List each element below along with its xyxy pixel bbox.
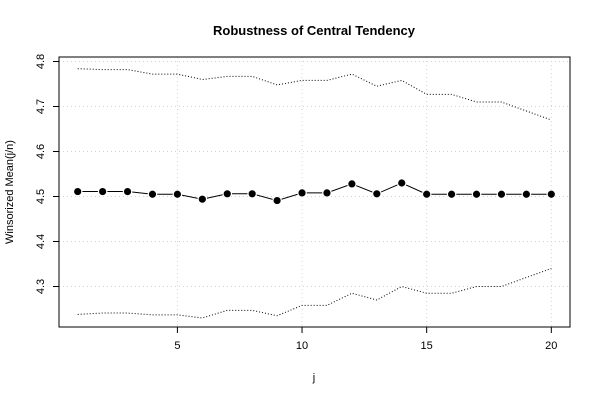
data-point (421, 189, 432, 200)
data-point (147, 189, 158, 200)
y-tick-label: 4.8 (35, 54, 47, 69)
data-point (172, 189, 183, 200)
x-tick-label: 10 (296, 340, 308, 352)
series-layer (72, 68, 557, 319)
chart-title: Robustness of Central Tendency (213, 23, 416, 38)
data-point (322, 188, 332, 198)
data-point (272, 195, 282, 206)
y-tick-label: 4.6 (35, 144, 47, 159)
data-point (496, 189, 507, 200)
data-point (471, 189, 482, 200)
y-tick-label: 4.4 (35, 234, 47, 249)
x-axis-label: j (312, 372, 315, 384)
series-line-lower-bound (77, 268, 552, 319)
data-point (347, 179, 357, 189)
y-axis-label: Winsorized Mean(j/n) (4, 140, 16, 244)
plot-frame (58, 56, 571, 328)
data-point (372, 189, 382, 199)
data-point (396, 178, 407, 188)
data-point (247, 189, 257, 199)
x-axis: 5 10 15 20 (174, 327, 557, 352)
y-axis: 4.3 4.4 4.5 4.6 4.7 4.8 (35, 54, 59, 294)
y-tick-label: 4.3 (35, 279, 47, 294)
data-point (521, 189, 532, 200)
data-point (197, 194, 208, 204)
x-tick-label: 5 (174, 340, 180, 352)
data-point (297, 188, 307, 198)
data-point (446, 189, 457, 200)
x-tick-label: 15 (421, 340, 433, 352)
y-tick-label: 4.5 (35, 189, 47, 204)
data-point (222, 189, 233, 199)
data-point (546, 189, 557, 200)
data-point (97, 186, 108, 197)
x-tick-label: 20 (545, 340, 557, 352)
data-point (122, 186, 133, 197)
grid (59, 57, 570, 327)
series-line-upper-bound (77, 68, 552, 121)
y-tick-label: 4.7 (35, 99, 47, 114)
data-point (72, 186, 83, 197)
